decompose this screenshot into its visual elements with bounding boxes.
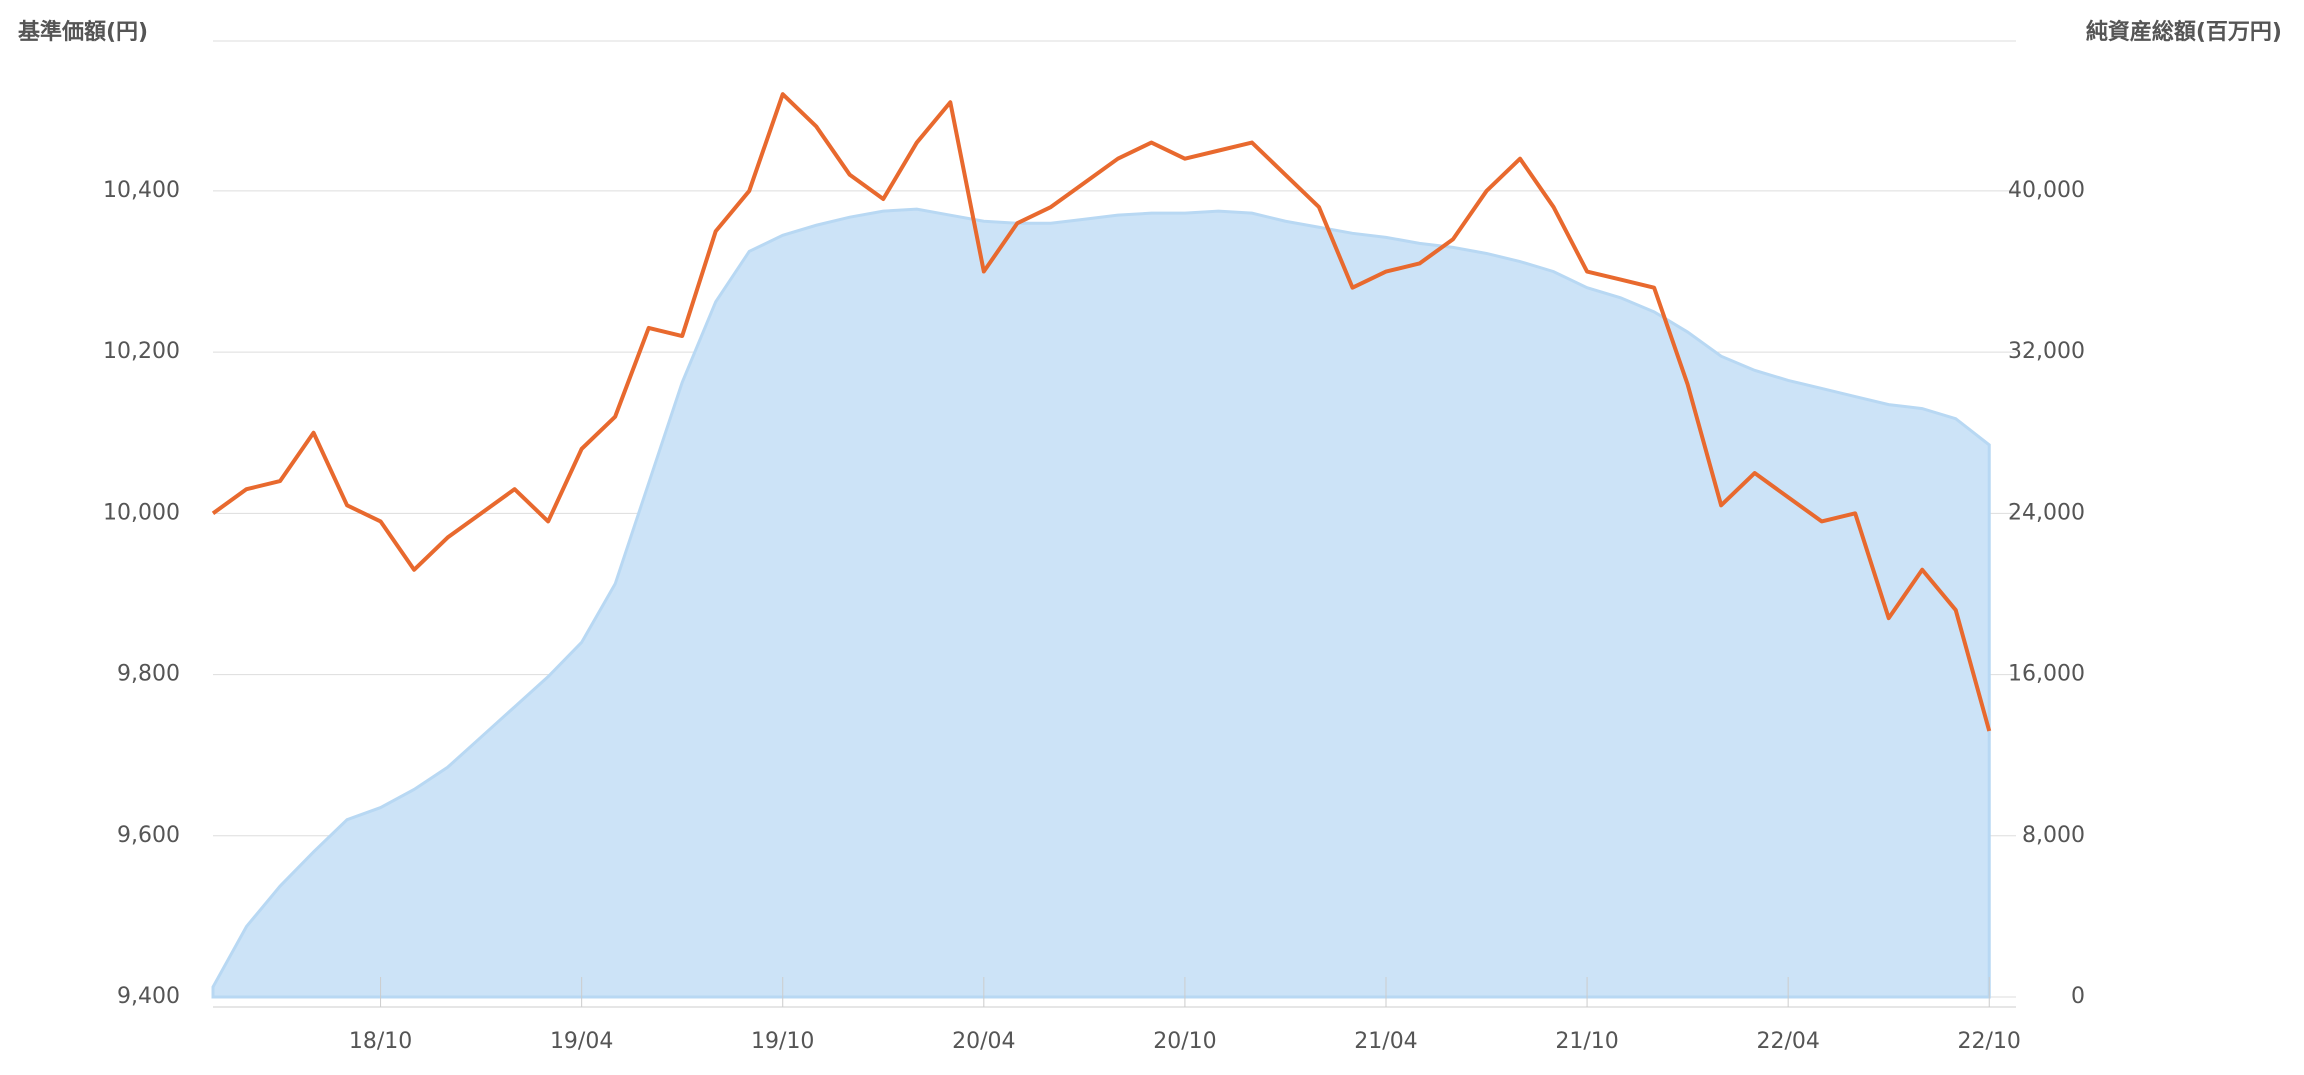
x-tick-label: 21/04 <box>1354 1029 1417 1054</box>
y-axis-title: 基準価額(円) <box>18 19 148 45</box>
y-tick-label: 10,000 <box>103 500 180 525</box>
y2-tick-label: 24,000 <box>2008 500 2085 525</box>
x-tick-label: 19/04 <box>550 1029 613 1054</box>
y-tick-label: 10,200 <box>103 339 180 364</box>
x-tick-label: 20/04 <box>952 1029 1015 1054</box>
y2-tick-label: 0 <box>2071 984 2085 1009</box>
x-tick-label: 20/10 <box>1153 1029 1216 1054</box>
y2-tick-label: 8,000 <box>2022 823 2085 848</box>
y2-tick-label: 16,000 <box>2008 662 2085 687</box>
y-tick-label: 9,400 <box>117 984 180 1009</box>
line <box>211 92 1992 732</box>
area <box>211 207 1991 999</box>
x-tick-label: 19/10 <box>751 1029 814 1054</box>
x-tick-label: 22/04 <box>1756 1029 1819 1054</box>
y-tick-label: 10,400 <box>103 178 180 203</box>
y2-tick-label: 32,000 <box>2008 339 2085 364</box>
x-tick-label: 21/10 <box>1555 1029 1618 1054</box>
y-tick-label: 9,600 <box>117 823 180 848</box>
y2-axis-title: 純資産総額(百万円) <box>2086 19 2282 45</box>
y-tick-label: 9,800 <box>117 662 180 687</box>
x-tick-label: 18/10 <box>349 1029 412 1054</box>
y2-tick-label: 40,000 <box>2008 178 2085 203</box>
x-tick-label: 22/10 <box>1958 1029 2021 1054</box>
